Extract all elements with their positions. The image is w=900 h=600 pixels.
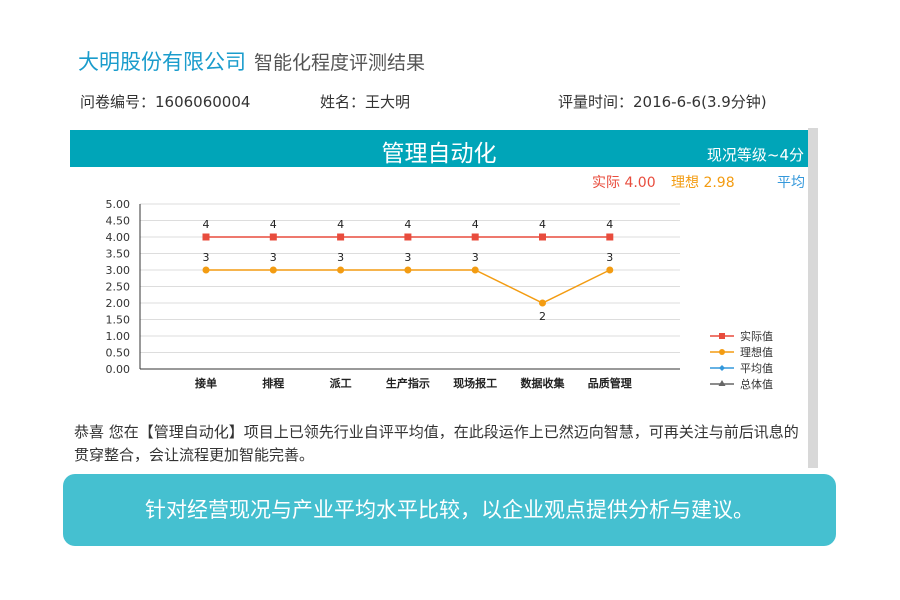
y-tick-label: 4.50 xyxy=(106,215,131,228)
data-label: 3 xyxy=(404,251,411,264)
x-tick-label: 数据收集 xyxy=(521,376,566,390)
panel-title: 管理自动化 xyxy=(381,141,497,167)
data-label: 3 xyxy=(472,251,479,264)
data-point xyxy=(404,266,412,274)
level-label: 现况等级~4分 xyxy=(706,146,804,164)
x-tick-label: 派工 xyxy=(330,377,352,390)
x-tick-label: 现场报工 xyxy=(453,376,497,390)
data-point xyxy=(539,233,546,241)
average-score: 平均 xyxy=(777,175,805,191)
legend-label: 理想值 xyxy=(740,345,773,359)
data-label: 3 xyxy=(606,251,613,264)
legend-label: 实际值 xyxy=(740,329,773,343)
data-point xyxy=(539,299,546,307)
y-tick-label: 1.50 xyxy=(106,314,131,327)
data-point xyxy=(337,233,345,241)
data-label: 4 xyxy=(203,218,210,231)
company-name: 大明股份有限公司 xyxy=(78,50,246,74)
summary-banner: 针对经营现况与产业平均水平比较，以企业观点提供分析与建议。 xyxy=(63,474,836,546)
y-tick-label: 0.50 xyxy=(106,347,131,360)
data-label: 4 xyxy=(337,218,344,231)
data-label: 4 xyxy=(404,218,411,231)
x-tick-label: 品质管理 xyxy=(588,376,632,390)
comment-text: 恭喜 您在【管理自动化】项目上已领先行业自评平均值，在此段运作上已然迈向智慧，可… xyxy=(74,423,799,464)
legend-label: 平均值 xyxy=(740,362,773,375)
data-point xyxy=(404,233,412,241)
x-tick-label: 接单 xyxy=(195,376,217,390)
data-label: 4 xyxy=(606,218,613,231)
data-point xyxy=(606,266,614,274)
data-point xyxy=(269,266,277,274)
y-tick-label: 5.00 xyxy=(106,198,131,211)
legend-marker xyxy=(719,333,725,339)
y-tick-label: 2.50 xyxy=(106,281,131,294)
data-label: 3 xyxy=(203,251,210,264)
legend-marker xyxy=(718,380,726,386)
data-point xyxy=(202,233,210,241)
legend-label: 总体值 xyxy=(740,377,773,391)
panel-header: 管理自动化 现况等级~4分 xyxy=(70,130,808,167)
data-label: 4 xyxy=(539,218,546,231)
data-point xyxy=(471,233,479,241)
ideal-score: 理想 2.98 xyxy=(671,175,735,191)
data-point xyxy=(269,233,277,241)
data-point xyxy=(202,266,210,274)
data-label: 4 xyxy=(472,218,479,231)
survey-time: 评量时间：2016-6-6(3.9分钟) xyxy=(558,93,767,111)
y-tick-label: 3.50 xyxy=(106,248,131,261)
data-point xyxy=(471,266,479,274)
data-point xyxy=(606,233,614,241)
page-title: 大明股份有限公司 智能化程度评测结果 xyxy=(78,46,425,76)
legend-marker xyxy=(719,365,725,371)
survey-number: 问卷编号：1606060004 xyxy=(80,93,251,111)
respondent-name: 姓名：王大明 xyxy=(320,93,411,111)
actual-score: 实际 4.00 xyxy=(592,175,656,191)
y-tick-label: 4.00 xyxy=(106,231,131,244)
y-tick-label: 1.00 xyxy=(106,330,131,343)
data-label: 2 xyxy=(539,310,546,323)
scrollbar[interactable] xyxy=(808,128,818,468)
result-panel xyxy=(70,128,808,468)
data-label: 3 xyxy=(270,251,277,264)
data-label: 4 xyxy=(270,218,277,231)
y-tick-label: 2.00 xyxy=(106,297,131,310)
x-tick-label: 排程 xyxy=(262,376,284,390)
data-label: 3 xyxy=(337,251,344,264)
x-tick-label: 生产指示 xyxy=(386,376,430,390)
data-point xyxy=(337,266,345,274)
report-subtitle: 智能化程度评测结果 xyxy=(254,52,426,74)
y-tick-label: 3.00 xyxy=(106,264,131,277)
y-tick-label: 0.00 xyxy=(106,363,131,376)
legend-marker xyxy=(719,349,725,355)
